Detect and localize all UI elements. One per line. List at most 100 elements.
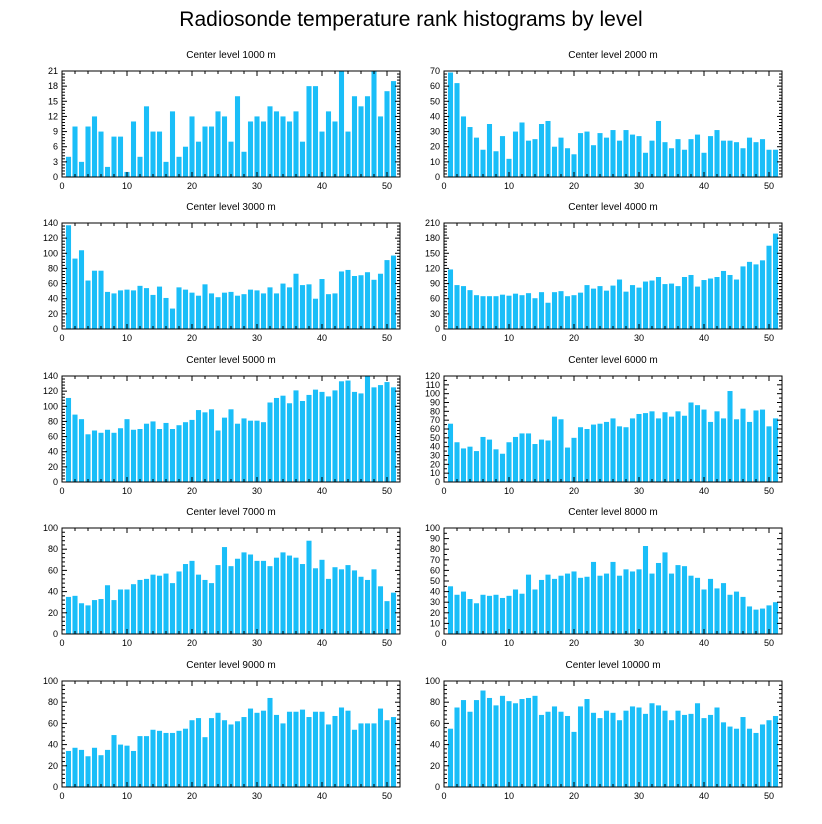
bar [345, 131, 351, 177]
y-tick-label: 30 [430, 597, 440, 607]
bar [104, 585, 111, 634]
bar [169, 429, 176, 482]
x-tick-label: 40 [317, 791, 327, 801]
bar [221, 417, 228, 482]
bar [280, 552, 286, 634]
panel-title: Center level 1000 m [186, 50, 276, 61]
bar [143, 423, 150, 482]
bar [473, 603, 480, 634]
bar [299, 564, 306, 634]
y-tick-label: 20 [430, 459, 440, 469]
bar [590, 288, 597, 329]
bar [538, 439, 545, 482]
bar [364, 272, 371, 329]
bar [377, 708, 384, 787]
bar [312, 86, 319, 177]
bar [104, 166, 111, 177]
bar [590, 561, 597, 634]
bar [267, 106, 273, 177]
bar [156, 131, 163, 177]
bar [538, 292, 545, 329]
bar [707, 136, 714, 177]
bar [610, 130, 616, 177]
bar [675, 710, 681, 787]
bar [538, 124, 545, 177]
y-tick-label: 80 [48, 416, 58, 426]
bar [486, 697, 493, 787]
bar [532, 139, 538, 177]
bar [384, 382, 390, 482]
bar [675, 286, 681, 329]
bar [150, 574, 156, 634]
bar [195, 141, 202, 177]
bar [590, 712, 597, 787]
bar [156, 429, 163, 482]
y-tick-label: 100 [43, 248, 58, 258]
x-tick-label: 50 [382, 486, 392, 496]
y-tick-label: 6 [53, 142, 58, 152]
x-tick-label: 10 [122, 638, 132, 648]
bar [610, 418, 616, 482]
y-tick-label: 0 [435, 629, 440, 639]
bar [642, 152, 649, 177]
bar [286, 555, 293, 634]
bar [701, 152, 707, 177]
bar [169, 583, 176, 634]
bar [111, 293, 117, 329]
bar [234, 721, 241, 787]
x-tick-label: 0 [441, 181, 446, 191]
x-tick-label: 50 [764, 333, 774, 343]
bar [655, 705, 662, 787]
bar [280, 116, 286, 177]
bar [377, 273, 384, 329]
bar [577, 706, 584, 787]
bar [707, 421, 714, 482]
y-tick-label: 20 [48, 462, 58, 472]
bar [506, 442, 512, 482]
x-tick-label: 40 [317, 638, 327, 648]
bar [759, 608, 766, 634]
bar [117, 136, 124, 177]
bar [254, 712, 260, 787]
bar [636, 707, 642, 787]
bar [163, 732, 169, 787]
bar [616, 426, 623, 482]
bar [299, 400, 306, 482]
bar [688, 402, 694, 482]
bar [319, 131, 325, 177]
bar [473, 137, 480, 177]
bar [325, 396, 332, 482]
bar [319, 391, 325, 482]
bar [597, 575, 603, 634]
bar [208, 583, 215, 634]
y-tick-label: 18 [48, 81, 58, 91]
panel-10: Center level 10000 m 0 10 20 30 40 50 0 20 40 60 80… [425, 660, 783, 801]
bar [629, 418, 636, 482]
x-tick-label: 30 [634, 181, 644, 191]
bar [499, 597, 506, 634]
bar [584, 429, 590, 482]
bar [260, 710, 267, 787]
y-tick-label: 60 [430, 81, 440, 91]
bar [519, 593, 525, 634]
bar [655, 418, 662, 482]
x-tick-label: 0 [59, 486, 64, 496]
bar [447, 728, 454, 787]
bar [189, 116, 195, 177]
bar [137, 429, 143, 482]
bar [299, 709, 306, 787]
bar [571, 731, 577, 787]
bar [701, 718, 707, 787]
bar [312, 389, 319, 482]
bar [610, 561, 616, 634]
bar [85, 434, 91, 482]
bar [753, 142, 759, 177]
y-tick-label: 0 [53, 477, 58, 487]
x-tick-label: 30 [252, 486, 262, 496]
bar [195, 295, 202, 329]
bar [384, 91, 390, 177]
bar [623, 291, 629, 329]
bar [351, 276, 358, 329]
bar [371, 723, 377, 787]
bar [590, 145, 597, 177]
